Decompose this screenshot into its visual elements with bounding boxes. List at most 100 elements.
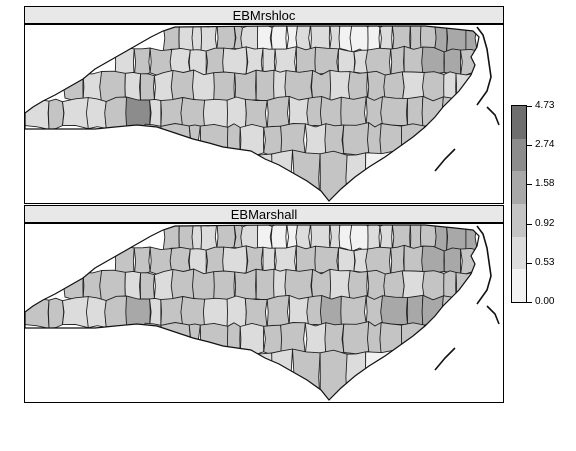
county-region — [342, 321, 370, 355]
county-region — [400, 123, 426, 157]
county-region — [395, 348, 419, 400]
county-group — [25, 26, 479, 201]
county-region — [423, 321, 448, 357]
county-region — [304, 322, 327, 357]
county-region — [169, 246, 191, 274]
panel-title-top: EBMrshloc — [24, 6, 504, 24]
county-region — [192, 69, 216, 103]
county-region — [403, 45, 424, 75]
county-region — [104, 295, 128, 328]
county-region — [270, 225, 288, 251]
legend-swatch — [512, 138, 526, 172]
county-region — [422, 71, 445, 102]
county-region — [273, 69, 287, 101]
county-region — [153, 69, 174, 104]
legend-tick — [527, 262, 532, 264]
county-region — [421, 245, 445, 274]
barrier-island — [434, 347, 456, 371]
legend-swatch — [512, 236, 526, 270]
county-region — [25, 96, 50, 130]
legend-swatch — [512, 106, 526, 139]
county-region — [407, 294, 424, 328]
county-region — [199, 322, 230, 355]
legend-label: 4.73 — [535, 100, 555, 111]
color-legend — [511, 105, 527, 303]
county-region — [202, 98, 230, 130]
county-region — [314, 245, 340, 274]
county-region — [192, 268, 216, 302]
county-region — [227, 322, 241, 356]
county-region — [380, 96, 408, 127]
county-region — [202, 297, 230, 329]
county-region — [434, 225, 448, 252]
county-region — [345, 152, 367, 201]
legend-label: 0.53 — [535, 256, 555, 268]
legend-swatch — [512, 204, 526, 237]
county-region — [62, 97, 90, 130]
county-region — [304, 123, 327, 158]
legend-tick — [527, 223, 532, 225]
county-region — [434, 26, 448, 53]
county-region — [340, 295, 367, 326]
county-region — [271, 149, 293, 201]
legend-label: 0.92 — [535, 217, 555, 229]
county-region — [47, 297, 65, 329]
county-region — [422, 270, 445, 301]
county-region — [423, 122, 448, 158]
county-region — [224, 151, 255, 201]
nc-map-bottom — [25, 224, 500, 401]
county-region — [421, 46, 445, 75]
county-region — [144, 322, 163, 356]
county-region — [149, 98, 162, 129]
county-region — [349, 26, 370, 54]
county-region — [227, 123, 241, 157]
legend-swatch — [512, 171, 526, 205]
county-region — [216, 26, 236, 51]
county-region — [395, 149, 419, 201]
legend-tick — [527, 106, 532, 107]
nc-map-top — [25, 25, 500, 202]
panel-title-bottom: EBMarshall — [24, 205, 504, 223]
county-region — [314, 46, 340, 75]
county-region — [169, 47, 191, 75]
state-outline — [25, 224, 480, 401]
county-region — [139, 73, 155, 104]
county-region — [191, 26, 203, 53]
county-region — [160, 123, 191, 157]
county-region — [460, 48, 479, 78]
county-region — [455, 271, 478, 303]
county-region — [441, 295, 466, 328]
county-region — [288, 95, 309, 128]
county-region — [380, 295, 408, 326]
legend-label: 2.74 — [535, 139, 555, 151]
barrier-island — [486, 305, 500, 325]
county-region — [292, 149, 321, 201]
county-region — [180, 296, 207, 329]
legend-tick — [527, 302, 532, 303]
county-region — [85, 97, 107, 130]
county-region — [256, 26, 273, 53]
county-region — [160, 322, 191, 356]
county-region — [403, 244, 424, 274]
barrier-island — [486, 106, 500, 126]
barrier-island — [476, 225, 492, 305]
county-region — [421, 95, 444, 130]
county-region — [125, 295, 151, 328]
county-region — [407, 95, 424, 129]
county-region — [342, 122, 370, 156]
county-region — [255, 268, 276, 301]
county-region — [63, 70, 84, 101]
barrier-island — [434, 148, 456, 172]
county-region — [199, 123, 230, 156]
county-region — [349, 225, 370, 253]
county-region — [104, 96, 128, 129]
legend-label: 1.58 — [535, 178, 555, 190]
legend-tick — [527, 184, 532, 186]
county-region — [365, 149, 399, 201]
legend-tick — [527, 145, 532, 147]
county-region — [365, 348, 399, 400]
county-region — [340, 96, 367, 127]
map-frame-top — [24, 24, 504, 204]
county-region — [62, 296, 90, 329]
county-region — [288, 294, 309, 327]
